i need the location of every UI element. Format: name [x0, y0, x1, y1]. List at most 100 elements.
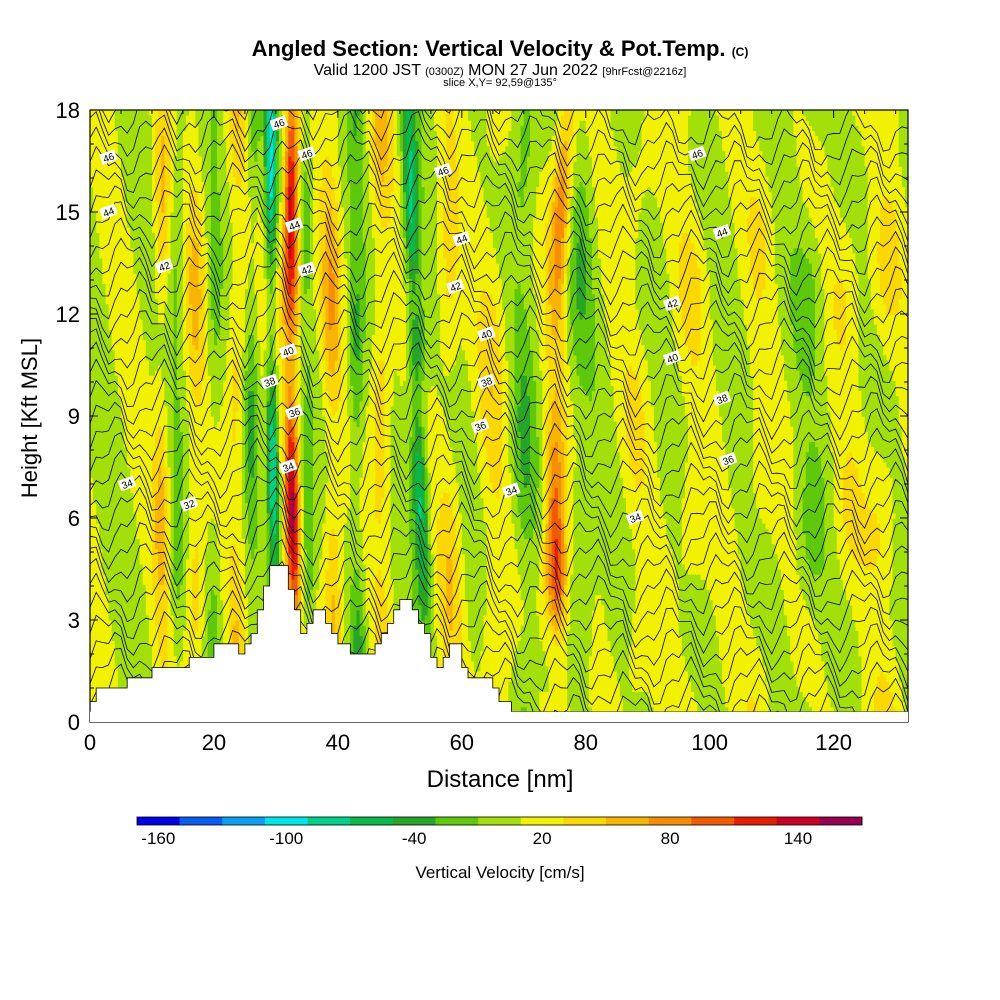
field-cell: [167, 115, 172, 121]
field-cell: [102, 130, 107, 137]
field-cell: [111, 620, 116, 626]
field-cell: [158, 431, 162, 437]
field-cell: [158, 155, 162, 162]
field-cell: [170, 538, 175, 545]
field-cell: [127, 201, 131, 208]
field-cell: [145, 115, 150, 121]
field-cell: [111, 329, 116, 335]
field-cell: [96, 625, 100, 631]
field-cell: [108, 268, 113, 274]
field-cell: [167, 242, 172, 249]
field-cell: [151, 620, 156, 626]
field-cell: [90, 640, 94, 647]
field-cell: [90, 359, 94, 366]
field-cell: [136, 155, 141, 162]
field-cell: [120, 416, 125, 422]
field-cell: [108, 263, 113, 269]
field-cell: [145, 431, 150, 437]
field-cell: [127, 431, 131, 437]
field-cell: [93, 217, 97, 223]
field-cell: [96, 548, 100, 555]
field-cell: [148, 543, 153, 550]
field-cell: [102, 278, 107, 284]
field-cell: [99, 252, 103, 259]
field-cell: [133, 604, 138, 611]
field-cell: [124, 436, 128, 443]
field-cell: [145, 523, 150, 529]
field-cell: [120, 681, 125, 687]
field-cell: [136, 528, 141, 534]
field-cell: [155, 635, 159, 641]
field-cell: [93, 293, 97, 300]
field-cell: [173, 518, 178, 524]
field-cell: [142, 421, 147, 427]
field-cell: [161, 579, 165, 585]
field-cell: [161, 329, 165, 335]
field-cell: [114, 655, 119, 662]
field-cell: [111, 385, 116, 392]
field-cell: [151, 553, 156, 560]
field-cell: [145, 594, 150, 601]
field-cell: [139, 232, 144, 239]
field-cell: [155, 354, 159, 361]
field-cell: [161, 472, 165, 478]
field-cell: [164, 614, 169, 621]
field-cell: [120, 528, 125, 534]
field-cell: [145, 472, 150, 478]
field-cell: [127, 650, 131, 657]
field-cell: [161, 212, 165, 218]
field-cell: [96, 635, 100, 641]
field-cell: [161, 487, 165, 494]
field-cell: [127, 640, 131, 647]
field-cell: [151, 640, 156, 647]
field-cell: [164, 273, 169, 279]
field-cell: [139, 155, 144, 162]
field-cell: [127, 518, 131, 524]
field-cell: [102, 115, 107, 121]
field-cell: [148, 375, 153, 381]
field-cell: [102, 487, 107, 494]
field-cell: [145, 518, 150, 524]
field-cell: [124, 589, 128, 596]
field-cell: [93, 635, 97, 641]
field-cell: [161, 150, 165, 157]
field-cell: [105, 507, 110, 514]
field-cell: [148, 288, 153, 295]
field-cell: [93, 558, 97, 565]
field-cell: [111, 395, 116, 402]
field-cell: [151, 130, 156, 137]
field-cell: [170, 589, 175, 596]
field-cell: [102, 227, 107, 233]
field-cell: [114, 563, 119, 570]
field-cell: [136, 298, 141, 305]
field-cell: [117, 553, 122, 560]
field-cell: [96, 334, 100, 341]
field-cell: [96, 395, 100, 402]
field-cell: [99, 563, 103, 570]
field-cell: [114, 523, 119, 529]
field-cell: [158, 135, 162, 142]
field-cell: [105, 456, 110, 463]
field-cell: [90, 436, 94, 443]
field-cell: [114, 161, 119, 167]
field-cell: [108, 354, 113, 361]
field-cell: [155, 181, 159, 188]
field-cell: [170, 380, 175, 386]
field-cell: [136, 359, 141, 366]
field-cell: [96, 273, 100, 279]
field-cell: [161, 334, 165, 341]
field-cell: [96, 640, 100, 647]
field-cell: [155, 359, 159, 366]
field-cell: [108, 533, 113, 539]
field-cell: [170, 426, 175, 432]
field-cell: [108, 599, 113, 606]
field-cell: [167, 334, 172, 341]
field-cell: [99, 268, 103, 274]
field-cell: [130, 405, 134, 412]
field-cell: [127, 298, 131, 305]
field-cell: [148, 436, 153, 443]
field-cell: [96, 155, 100, 162]
field-cell: [161, 416, 165, 422]
field-cell: [158, 655, 162, 662]
field-cell: [151, 344, 156, 351]
